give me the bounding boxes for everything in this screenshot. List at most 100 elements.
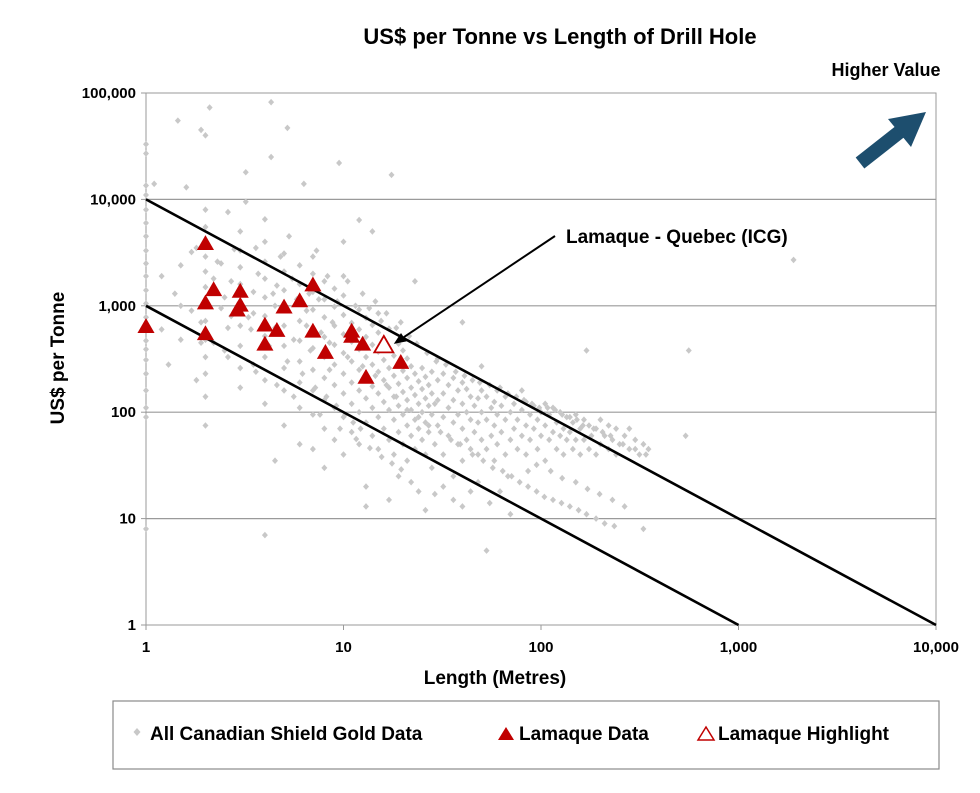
data-point — [415, 378, 422, 385]
data-point — [632, 445, 639, 453]
data-point — [261, 312, 268, 320]
data-point — [440, 451, 447, 458]
data-point — [340, 349, 347, 357]
data-point — [316, 411, 323, 418]
data-point — [463, 408, 470, 416]
data-point — [546, 436, 553, 444]
data-point — [560, 425, 567, 432]
data-point — [390, 372, 397, 380]
data-point — [404, 406, 411, 414]
data-point — [491, 422, 498, 429]
data-point — [202, 253, 209, 260]
data-point — [599, 428, 606, 436]
data-point — [331, 285, 338, 292]
data-point — [309, 445, 316, 453]
chart-title: US$ per Tonne vs Length of Drill Hole — [363, 24, 756, 49]
x-tick-label: 100 — [528, 639, 553, 656]
data-point — [315, 296, 322, 303]
data-point — [336, 425, 343, 432]
data-point — [542, 400, 549, 408]
data-point — [440, 370, 447, 378]
data-point — [375, 445, 382, 453]
data-point — [488, 404, 495, 412]
annotation: Lamaque - Quebec (ICG) — [393, 227, 788, 344]
data-point — [455, 387, 462, 394]
data-point — [273, 381, 280, 389]
data-point — [580, 416, 587, 424]
data-point — [559, 411, 566, 418]
lamaque-highlight-point — [372, 334, 395, 354]
data-point — [270, 290, 277, 297]
data-point — [601, 520, 608, 527]
data-point — [404, 422, 411, 429]
data-point — [463, 385, 470, 393]
data-point — [572, 411, 579, 418]
data-point — [575, 506, 582, 514]
data-point — [494, 440, 501, 448]
data-point — [415, 413, 422, 421]
y-tick-label: 100,000 — [82, 85, 136, 102]
data-point — [372, 372, 379, 380]
x-tick-label: 1 — [142, 639, 150, 656]
data-point — [323, 393, 330, 400]
data-point — [143, 404, 149, 412]
data-point — [143, 232, 149, 240]
data-point — [202, 283, 209, 291]
data-point — [463, 436, 470, 444]
data-point — [143, 219, 149, 227]
data-point — [331, 361, 338, 368]
lamaque-point — [268, 321, 286, 337]
plot-frame — [145, 92, 937, 626]
data-point — [348, 428, 355, 436]
data-point — [527, 411, 534, 418]
data-point — [340, 292, 347, 299]
data-point — [356, 306, 363, 313]
data-point — [486, 499, 493, 507]
data-point — [572, 436, 579, 444]
data-point — [626, 425, 633, 432]
data-point — [601, 432, 608, 440]
data-point — [483, 416, 490, 424]
data-point — [363, 483, 370, 490]
data-point — [261, 531, 268, 539]
data-point — [299, 370, 306, 378]
x-tick-label: 10,000 — [913, 639, 959, 656]
data-point — [579, 422, 586, 429]
lamaque-point — [316, 344, 334, 359]
data-point — [378, 317, 385, 325]
data-point — [445, 404, 452, 412]
data-point — [261, 275, 268, 282]
data-point — [331, 322, 338, 330]
data-point — [202, 206, 209, 214]
data-point — [621, 503, 628, 510]
data-point — [284, 124, 291, 132]
data-point — [357, 425, 364, 432]
lamaque-point — [354, 335, 372, 351]
data-point — [419, 364, 426, 372]
data-point — [471, 402, 478, 410]
higher-value-label: Higher Value — [831, 60, 940, 80]
data-point — [491, 457, 498, 465]
data-point — [408, 363, 415, 370]
data-point — [431, 440, 438, 448]
data-point — [348, 358, 355, 365]
data-point — [433, 358, 440, 365]
data-point — [363, 353, 370, 361]
data-point — [553, 419, 560, 426]
data-point — [428, 411, 435, 418]
data-point — [542, 422, 549, 429]
data-point — [281, 342, 288, 350]
data-point — [326, 339, 333, 346]
data-point — [411, 416, 418, 424]
data-point — [459, 318, 466, 326]
data-point — [352, 302, 359, 310]
data-point — [480, 457, 487, 465]
data-point — [525, 483, 532, 490]
data-point — [408, 478, 415, 486]
data-point — [202, 393, 209, 400]
data-point — [507, 510, 514, 518]
data-point — [557, 432, 564, 440]
data-point — [461, 372, 468, 380]
data-point — [375, 368, 382, 376]
